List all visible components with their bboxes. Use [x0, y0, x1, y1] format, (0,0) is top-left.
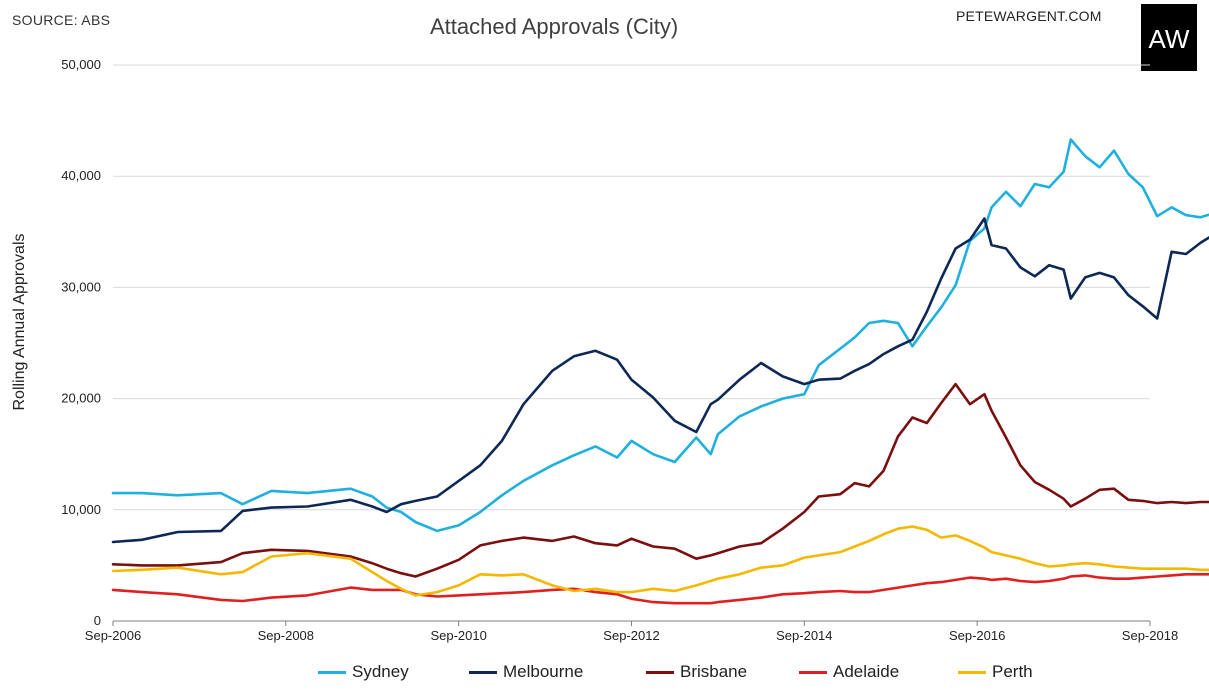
legend-item-adelaide: Adelaide — [799, 661, 899, 683]
logo-letters: AW — [1149, 24, 1190, 54]
y-tick-labels: 0 10,000 20,000 30,000 40,000 50,000 — [61, 57, 101, 628]
x-tick-label: Sep-2010 — [430, 628, 486, 643]
y-tick-label: 0 — [94, 613, 101, 628]
legend-item-brisbane: Brisbane — [646, 661, 747, 683]
legend-swatch — [646, 670, 674, 674]
legend-swatch — [958, 670, 986, 674]
series-line-melbourne — [111, 217, 1209, 544]
legend-item-sydney: Sydney — [318, 661, 409, 683]
legend-item-melbourne: Melbourne — [469, 661, 583, 683]
brand-logo: AW — [1141, 4, 1197, 71]
x-tick-label: Sep-2014 — [776, 628, 832, 643]
y-tick-label: 10,000 — [61, 502, 101, 517]
x-tick-label: Sep-2008 — [258, 628, 314, 643]
series-line-brisbane — [111, 382, 1209, 578]
legend-item-perth: Perth — [958, 661, 1033, 683]
legend-label: Perth — [992, 662, 1033, 681]
chart-title: Attached Approvals (City) — [430, 14, 679, 39]
y-tick-label: 50,000 — [61, 57, 101, 72]
series-line-sydney — [111, 138, 1209, 533]
legend-swatch — [469, 670, 497, 674]
legend-label: Melbourne — [503, 662, 584, 681]
legend-swatch — [799, 670, 827, 674]
gridlines — [113, 64, 1150, 511]
legend-label: Sydney — [352, 662, 409, 681]
x-tick-label: Sep-2006 — [85, 628, 141, 643]
y-tick-label: 30,000 — [61, 279, 101, 294]
y-tick-label: 20,000 — [61, 391, 101, 406]
series-lines — [111, 138, 1209, 605]
legend: Sydney Melbourne Brisbane Adelaide Perth — [0, 661, 1209, 685]
legend-label: Adelaide — [833, 662, 900, 681]
legend-swatch — [318, 670, 346, 674]
y-tick-label: 40,000 — [61, 168, 101, 183]
brand-label: PETEWARGENT.COM — [956, 8, 1102, 24]
x-axis: Sep-2006 Sep-2008 Sep-2010 Sep-2012 Sep-2014… — [85, 620, 1178, 643]
x-tick-label: Sep-2012 — [603, 628, 659, 643]
line-chart: 0 10,000 20,000 30,000 40,000 50,000 Sep-2006… — [61, 57, 1209, 643]
x-tick-label: Sep-2016 — [949, 628, 1005, 643]
series-line-perth — [111, 525, 1209, 597]
x-tick-label: Sep-2018 — [1122, 628, 1178, 643]
legend-label: Brisbane — [680, 662, 748, 681]
source-label: SOURCE: ABS — [12, 12, 111, 28]
